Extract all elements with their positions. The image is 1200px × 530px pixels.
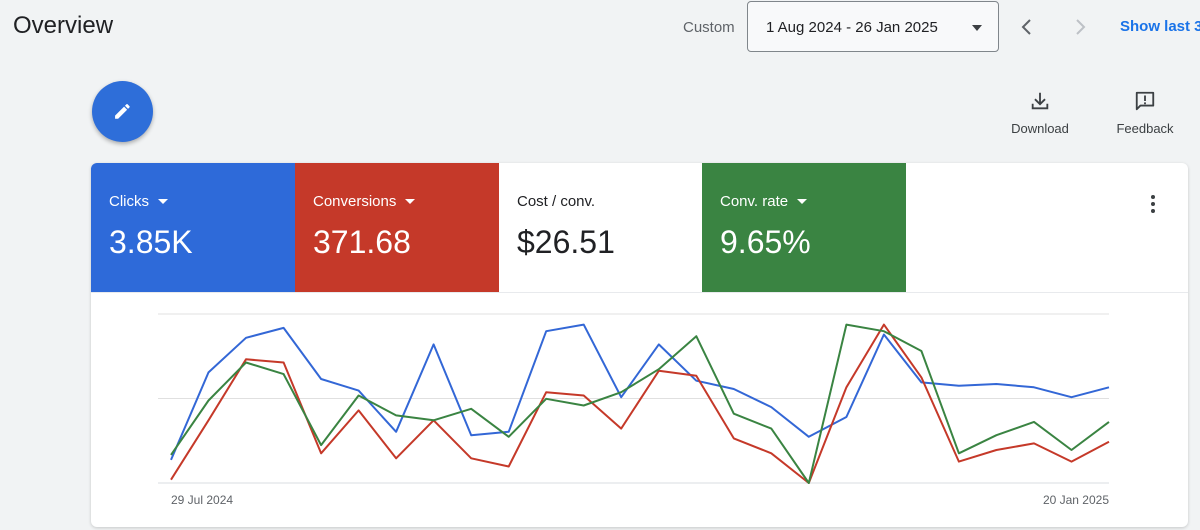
metric-cost-per-conv[interactable]: Cost / conv. $26.51 <box>499 163 702 292</box>
series-line-2 <box>170 323 1110 484</box>
series-line-0 <box>170 323 1110 461</box>
chevron-right-icon[interactable] <box>1067 14 1093 40</box>
line-chart: 29 Jul 2024 20 Jan 2025 <box>158 313 1110 507</box>
date-range-value: 1 Aug 2024 - 26 Jan 2025 <box>766 19 938 36</box>
metric-value: 3.85K <box>109 224 193 260</box>
custom-label: Custom <box>683 19 735 36</box>
download-label: Download <box>1011 121 1069 136</box>
metric-value: 9.65% <box>720 224 811 260</box>
date-range-select[interactable]: 1 Aug 2024 - 26 Jan 2025 <box>747 1 999 52</box>
metric-label: Conv. rate <box>720 193 789 210</box>
edit-button[interactable] <box>92 81 153 142</box>
metric-label: Clicks <box>109 193 149 210</box>
download-button[interactable]: Download <box>1000 90 1080 140</box>
page-title: Overview <box>13 12 114 39</box>
divider <box>91 292 1188 293</box>
metric-conv-rate[interactable]: Conv. rate 9.65% <box>702 163 906 292</box>
metric-clicks[interactable]: Clicks 3.85K <box>91 163 295 292</box>
performance-card: Clicks 3.85K Conversions 371.68 Cost / c… <box>91 163 1188 527</box>
metric-value: 371.68 <box>313 224 411 260</box>
series-line-1 <box>170 323 1110 484</box>
metric-value: $26.51 <box>517 224 615 260</box>
caret-down-icon <box>972 25 982 31</box>
metric-conversions[interactable]: Conversions 371.68 <box>295 163 499 292</box>
x-tick-label: 20 Jan 2025 <box>1043 493 1109 507</box>
more-vert-icon[interactable] <box>1145 193 1161 215</box>
chevron-left-icon[interactable] <box>1014 14 1040 40</box>
caret-down-icon[interactable] <box>158 199 168 204</box>
show-last-link[interactable]: Show last 3 <box>1120 18 1200 35</box>
feedback-button[interactable]: Feedback <box>1105 90 1185 140</box>
feedback-icon <box>1135 91 1155 111</box>
x-tick-label: 29 Jul 2024 <box>171 493 233 507</box>
caret-down-icon[interactable] <box>797 199 808 204</box>
metric-label: Conversions <box>313 193 397 210</box>
caret-down-icon[interactable] <box>405 199 416 204</box>
pencil-icon <box>115 104 130 119</box>
feedback-label: Feedback <box>1116 121 1174 136</box>
metric-label: Cost / conv. <box>517 193 596 210</box>
download-icon <box>1031 92 1049 110</box>
